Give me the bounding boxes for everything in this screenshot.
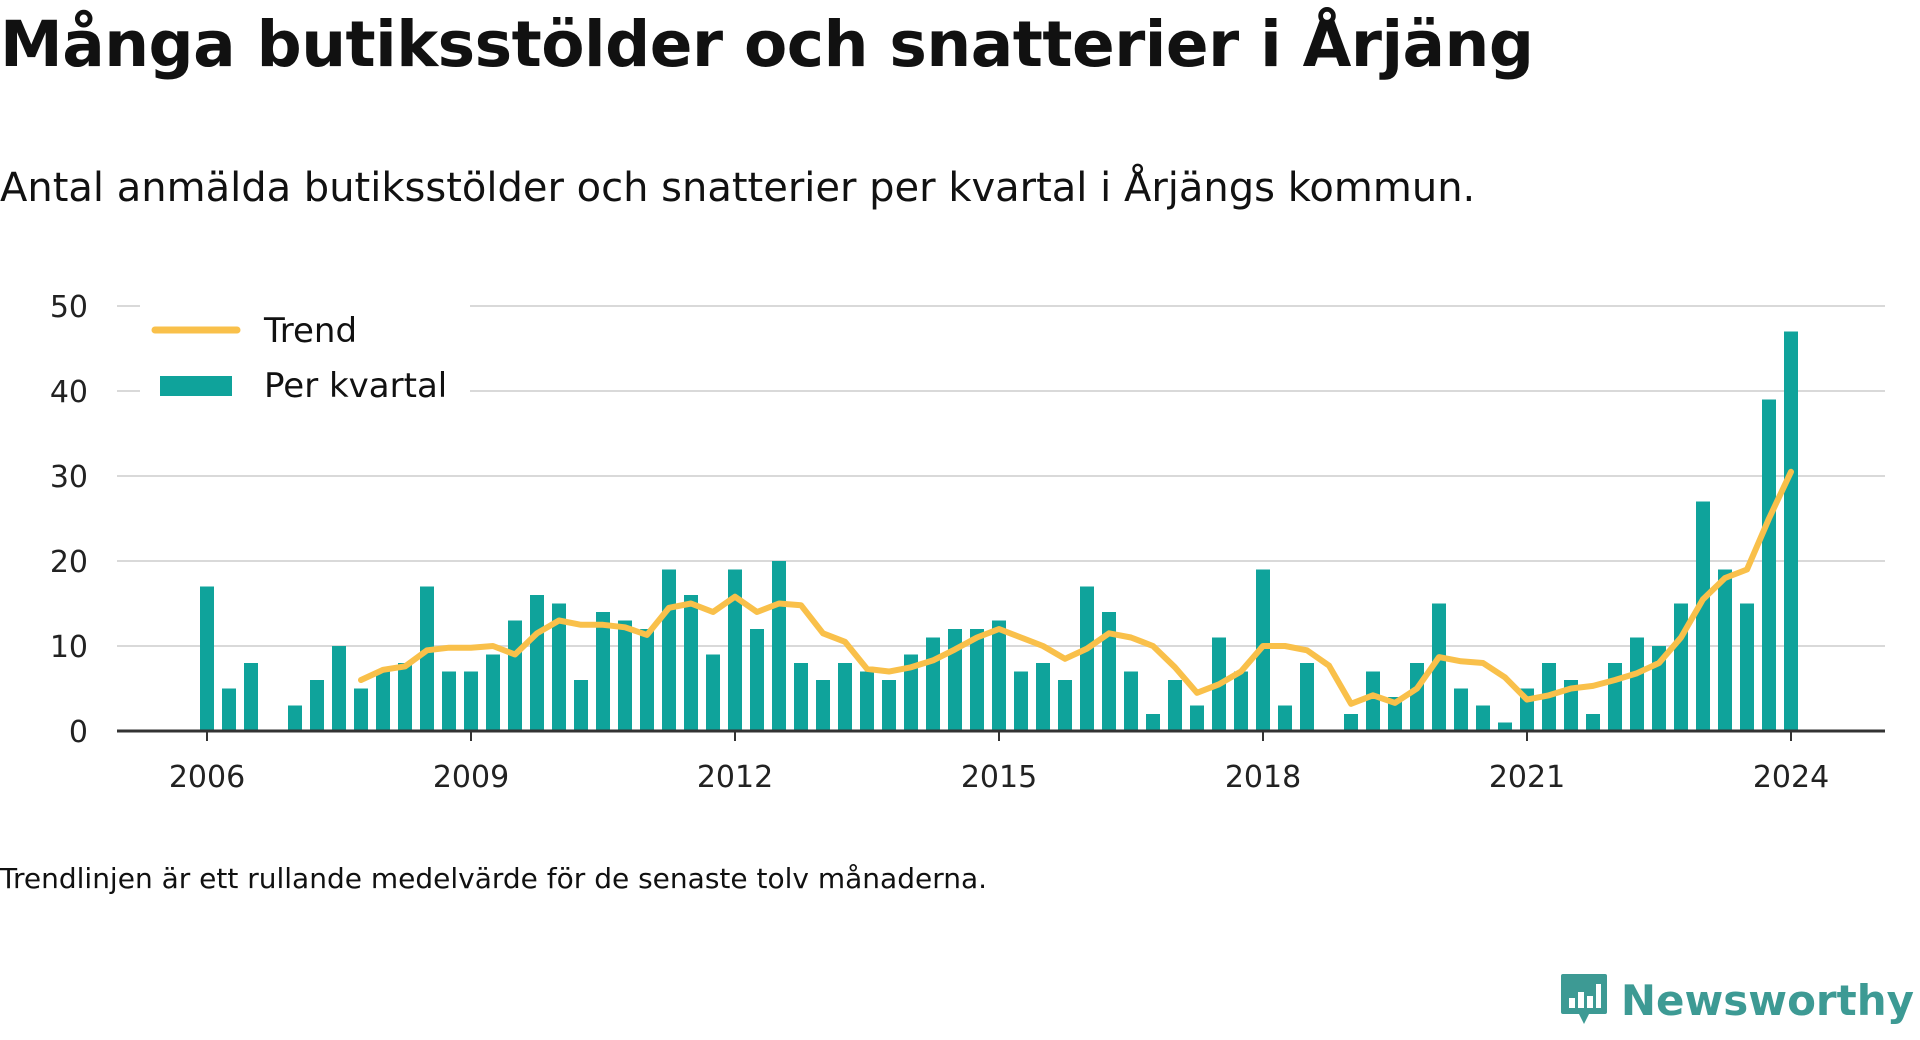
y-tick-label: 10 [50,630,88,665]
bar [288,705,302,731]
bar [1718,569,1732,731]
bar [992,620,1006,731]
bar [1696,501,1710,731]
bar [1564,680,1578,731]
bar [926,637,940,731]
bar [1124,671,1138,731]
bar [1014,671,1028,731]
bar [904,654,918,731]
y-tick-label: 50 [50,290,88,325]
x-tick-label: 2012 [697,760,773,790]
bar [1344,714,1358,731]
bar [662,569,676,731]
footnote: Trendlinjen är ett rullande medelvärde f… [0,862,988,895]
brand-name: Newsworthy [1620,975,1914,1025]
bar [222,688,236,731]
legend-bars-swatch [160,376,232,396]
y-tick-label: 0 [69,715,88,750]
bar [706,654,720,731]
bar [1630,637,1644,731]
bar [486,654,500,731]
bar [1102,612,1116,731]
bar [1762,399,1776,731]
newsworthy-logo-icon [1560,974,1607,1024]
bar [794,663,808,731]
legend-background [140,300,470,450]
bar [1234,671,1248,731]
bar [1410,663,1424,731]
bar [1366,671,1380,731]
bar [1278,705,1292,731]
bar [1168,680,1182,731]
x-tick-label: 2015 [961,760,1037,790]
bar [750,629,764,731]
trend-line [358,468,1794,707]
bar [464,671,478,731]
bar [1608,663,1622,731]
x-tick-label: 2009 [433,760,509,790]
bar [618,620,632,731]
bar [1036,663,1050,731]
chart-title: Många butiksstölder och snatterier i Årj… [0,8,1534,81]
axes: 0 10 20 30 40 50 2006 2009 2012 2015 2018 2021 2024 [50,290,1885,790]
bar [1080,586,1094,731]
bar [354,688,368,731]
bar [1388,697,1402,731]
bar [1476,705,1490,731]
bar [1740,603,1754,731]
bar [1674,603,1688,731]
brand: Newsworthy [1559,972,1914,1028]
bar [970,629,984,731]
bar [1058,680,1072,731]
bar [332,646,346,731]
bar [728,569,742,731]
bar [508,620,522,731]
bar [310,680,324,731]
bar [1146,714,1160,731]
y-tick-label: 40 [50,375,88,410]
bar [442,671,456,731]
bar [1586,714,1600,731]
bar [596,612,610,731]
bar [200,586,214,731]
chart-subtitle: Antal anmälda butiksstölder och snatteri… [0,165,1476,211]
bar [1454,688,1468,731]
bar [860,671,874,731]
trend-series [358,468,1794,707]
x-tick-label: 2018 [1225,760,1301,790]
bar [420,586,434,731]
bar [574,680,588,731]
bar [640,629,654,731]
y-tick-label: 20 [50,545,88,580]
bar [1432,603,1446,731]
x-tick-label: 2021 [1489,760,1565,790]
legend-trend-label: Trend [263,311,357,351]
bar [244,663,258,731]
bar [772,561,786,731]
bar [882,680,896,731]
x-tick-label: 2006 [169,760,245,790]
bar [684,595,698,731]
bar [1498,722,1512,731]
bar [376,671,390,731]
bar [838,663,852,731]
bar [1784,331,1798,731]
bar [552,603,566,731]
x-tick-label: 2024 [1753,760,1829,790]
y-tick-label: 30 [50,460,88,495]
bar [530,595,544,731]
bar [1300,663,1314,731]
bar [816,680,830,731]
legend-bars-label: Per kvartal [264,366,447,406]
bar [1190,705,1204,731]
bar [398,663,412,731]
legend: Trend Per kvartal [140,300,470,450]
